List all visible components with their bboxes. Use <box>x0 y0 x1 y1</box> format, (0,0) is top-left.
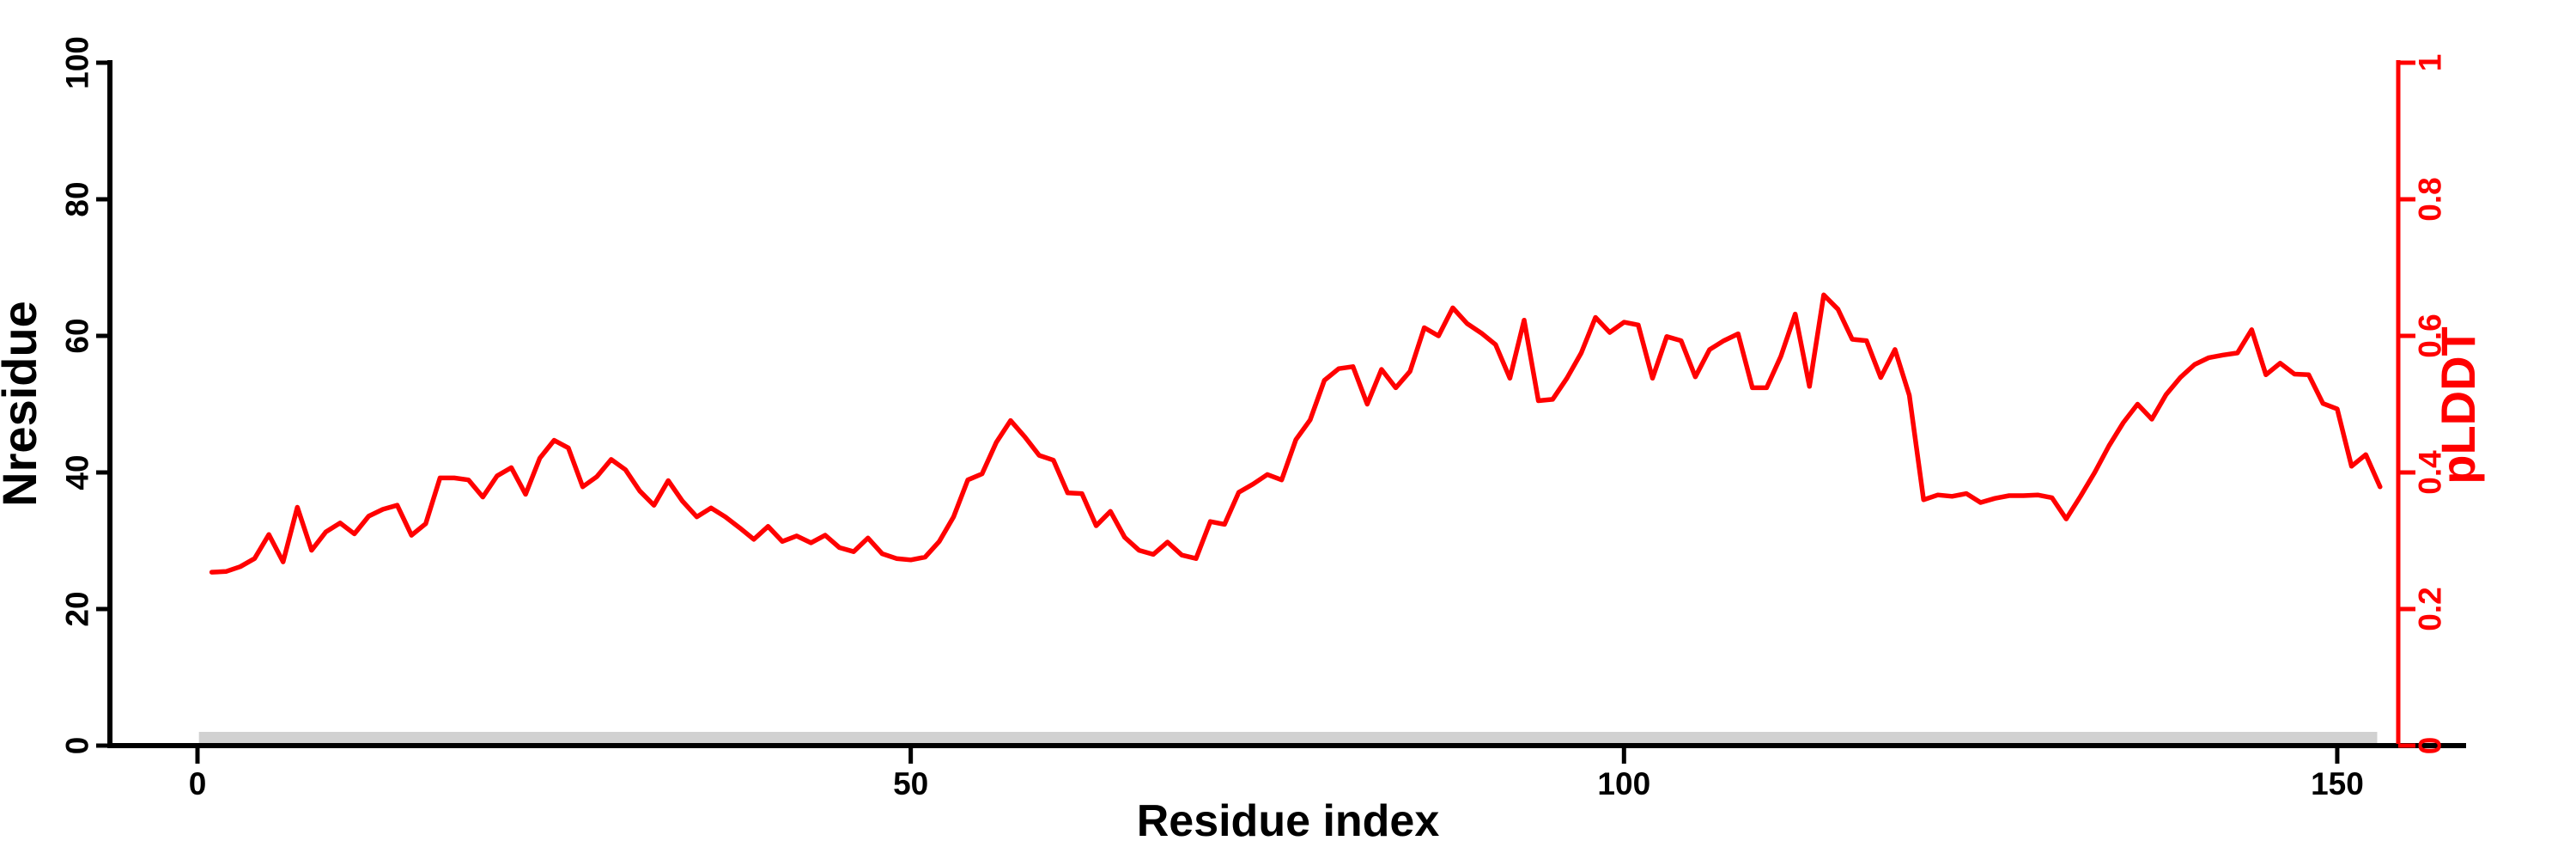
x-tick-label: 150 <box>2311 766 2364 801</box>
x-tick-label: 0 <box>189 766 207 801</box>
right-tick-label: 0 <box>2413 737 2448 755</box>
right-tick-label: 0.6 <box>2413 314 2448 357</box>
annotation-bar-group <box>198 732 2378 744</box>
left-axis-ticks: 0 20 40 60 80 100 <box>60 36 110 755</box>
left-tick-label: 60 <box>60 318 95 353</box>
x-tick-label: 50 <box>893 766 928 801</box>
x-axis-title: Residue index <box>1137 796 1440 846</box>
sequence-span-bar <box>198 732 2378 744</box>
x-tick-label: 100 <box>1597 766 1650 801</box>
left-axis-title: Nresidue <box>0 301 46 507</box>
left-tick-label: 0 <box>60 737 95 755</box>
plddt-line <box>209 292 2383 575</box>
left-tick-label: 100 <box>60 36 95 89</box>
left-tick-label: 40 <box>60 454 95 490</box>
left-tick-label: 80 <box>60 181 95 216</box>
x-axis-ticks: 0 50 100 150 <box>189 746 2364 801</box>
right-tick-label: 0.2 <box>2413 587 2448 631</box>
right-tick-label: 1 <box>2413 54 2448 72</box>
left-tick-label: 20 <box>60 591 95 626</box>
right-tick-label: 0.8 <box>2413 177 2448 221</box>
right-axis-title: pLDDT <box>2431 326 2485 484</box>
right-axis-ticks: 0 0.2 0.4 0.6 0.8 1 <box>2398 54 2448 755</box>
right-tick-label: 0.4 <box>2413 450 2448 495</box>
